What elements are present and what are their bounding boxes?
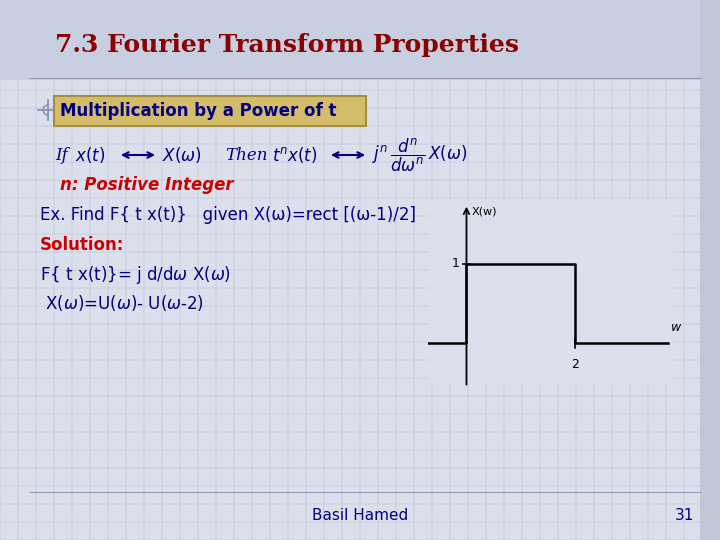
Text: $X(\omega)$: $X(\omega)$: [162, 145, 202, 165]
Text: 7.3 Fourier Transform Properties: 7.3 Fourier Transform Properties: [55, 33, 519, 57]
Text: $j^n\,\dfrac{d^n}{d\omega^n}\,X(\omega)$: $j^n\,\dfrac{d^n}{d\omega^n}\,X(\omega)$: [372, 137, 467, 173]
Text: n: Positive Integer: n: Positive Integer: [60, 176, 233, 194]
Text: Then: Then: [225, 146, 268, 164]
Text: X($\omega$)=U($\omega$)- U($\omega$-2): X($\omega$)=U($\omega$)- U($\omega$-2): [40, 293, 204, 313]
Text: 1: 1: [452, 257, 460, 270]
Bar: [700, 0, 720, 540]
Text: Ex. Find F{ t x(t)}   given X(ω)=rect [(ω-1)/2]: Ex. Find F{ t x(t)} given X(ω)=rect [(ω-…: [40, 206, 416, 224]
Bar: [0, 0, 720, 80]
Text: 2: 2: [572, 358, 579, 371]
Text: 31: 31: [675, 508, 695, 523]
Text: F{ t x(t)}= j d/d$\omega$ X($\omega$): F{ t x(t)}= j d/d$\omega$ X($\omega$): [40, 264, 231, 286]
FancyBboxPatch shape: [54, 96, 366, 126]
Text: $t^n x(t)$: $t^n x(t)$: [272, 145, 318, 165]
Text: If: If: [55, 146, 68, 164]
Text: $x(t)$: $x(t)$: [75, 145, 105, 165]
Text: Solution:: Solution:: [40, 236, 125, 254]
Text: w: w: [671, 321, 681, 334]
Text: Basil Hamed: Basil Hamed: [312, 508, 408, 523]
Text: Multiplication by a Power of t: Multiplication by a Power of t: [60, 102, 336, 120]
Text: X(w): X(w): [472, 206, 498, 216]
